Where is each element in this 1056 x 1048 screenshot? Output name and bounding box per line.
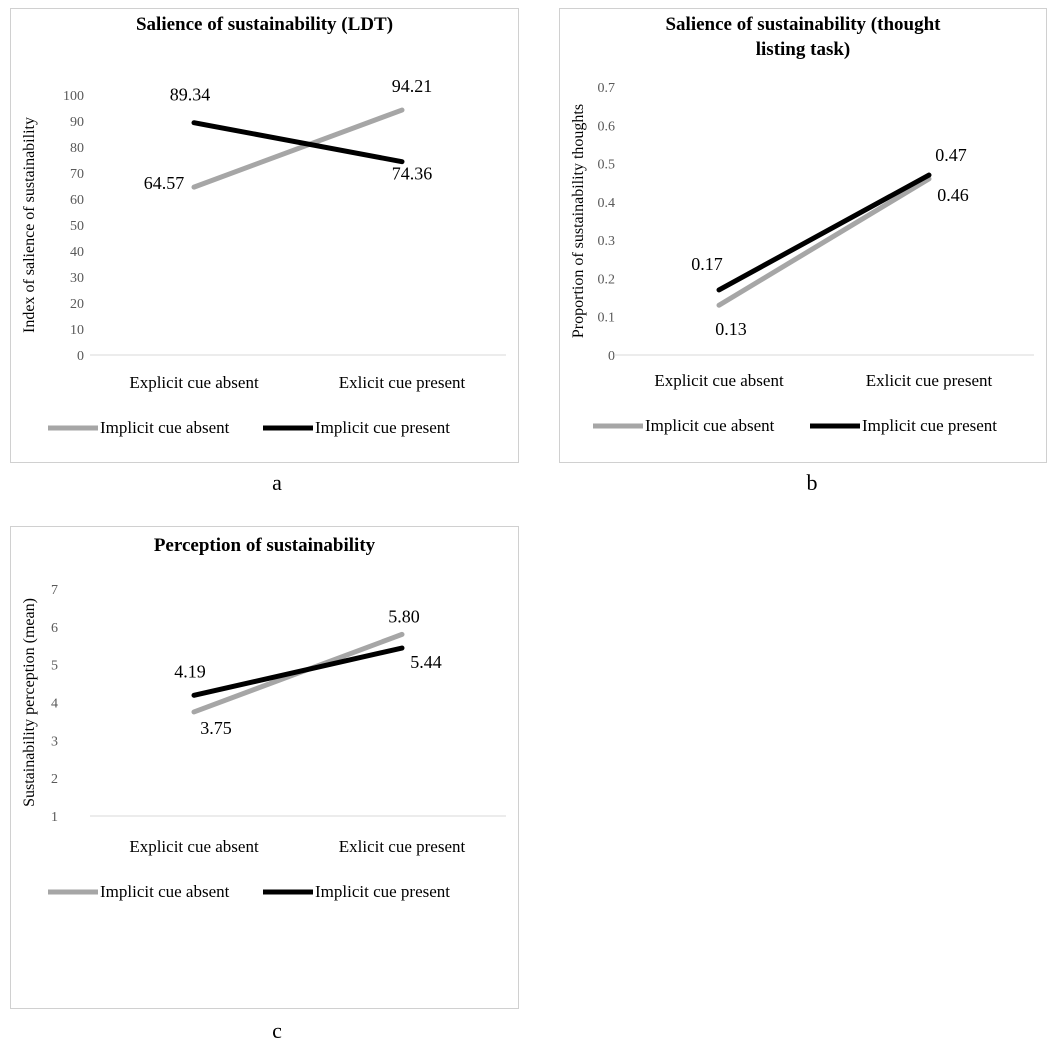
data-label: 5.80 bbox=[388, 606, 420, 626]
legend-label-2: Implicit cue present bbox=[315, 882, 450, 901]
chart-title: Perception of sustainability bbox=[154, 535, 376, 556]
panel-letter-c: c bbox=[272, 1018, 282, 1043]
y-tick-label: 5 bbox=[51, 659, 58, 674]
y-tick-label: 30 bbox=[70, 271, 84, 286]
legend-label-2: Implicit cue present bbox=[315, 418, 450, 437]
data-label: 3.75 bbox=[200, 718, 232, 738]
data-label: 4.19 bbox=[174, 661, 206, 681]
y-tick-label: 0.4 bbox=[598, 196, 616, 211]
y-tick-label: 20 bbox=[70, 297, 84, 312]
data-label: 74.36 bbox=[392, 164, 433, 184]
y-tick-label: 2 bbox=[51, 772, 58, 787]
x-tick-label: Explicit cue absent bbox=[654, 371, 784, 390]
y-tick-label: 50 bbox=[70, 219, 84, 234]
legend-label-2: Implicit cue present bbox=[862, 416, 997, 435]
chart-title: Salience of sustainability (LDT) bbox=[136, 14, 393, 35]
y-tick-label: 0.1 bbox=[598, 311, 616, 326]
y-tick-label: 0.7 bbox=[598, 81, 616, 96]
panel-letter-b: b bbox=[806, 470, 818, 495]
legend-label-1: Implicit cue absent bbox=[645, 416, 775, 435]
y-tick-label: 0.6 bbox=[598, 119, 616, 134]
y-tick-label: 0.5 bbox=[598, 158, 616, 173]
y-axis-label: Index of salience of sustainability bbox=[21, 117, 38, 333]
y-tick-label: 60 bbox=[70, 193, 84, 208]
x-tick-label: Explicit cue absent bbox=[129, 373, 259, 392]
y-tick-label: 40 bbox=[70, 245, 84, 260]
chart-panel-c bbox=[10, 526, 519, 1009]
chart-panel-b bbox=[559, 8, 1047, 463]
chart-title-line-2: listing task) bbox=[756, 39, 851, 60]
y-tick-label: 4 bbox=[51, 697, 58, 712]
y-tick-label: 70 bbox=[70, 167, 84, 182]
x-tick-label: Exlicit cue present bbox=[339, 373, 466, 392]
y-tick-label: 80 bbox=[70, 141, 84, 156]
y-tick-label: 6 bbox=[51, 621, 58, 636]
data-label: 0.13 bbox=[715, 319, 747, 339]
data-label: 0.17 bbox=[691, 254, 723, 274]
legend-label-1: Implicit cue absent bbox=[100, 418, 230, 437]
data-label: 0.47 bbox=[935, 145, 967, 165]
y-tick-label: 0 bbox=[77, 349, 84, 364]
y-tick-label: 3 bbox=[51, 734, 58, 749]
x-tick-label: Exlicit cue present bbox=[866, 371, 993, 390]
legend-label-1: Implicit cue absent bbox=[100, 882, 230, 901]
panel-letter-a: a bbox=[272, 470, 282, 495]
data-label: 94.21 bbox=[392, 76, 433, 96]
data-label: 5.44 bbox=[410, 652, 442, 672]
series-line-2 bbox=[191, 120, 405, 165]
series-line-2 bbox=[191, 645, 405, 698]
y-axis-label: Proportion of sustainability thoughts bbox=[570, 104, 587, 338]
chart-panel-a bbox=[10, 8, 519, 463]
series-line-1 bbox=[191, 107, 405, 190]
data-label: 64.57 bbox=[144, 173, 185, 193]
series-line-2 bbox=[716, 172, 932, 293]
x-tick-label: Explicit cue absent bbox=[129, 837, 259, 856]
data-label: 0.46 bbox=[937, 185, 969, 205]
y-tick-label: 10 bbox=[70, 323, 84, 338]
y-tick-label: 100 bbox=[63, 89, 84, 104]
y-tick-label: 1 bbox=[51, 810, 58, 825]
y-tick-label: 0 bbox=[608, 349, 615, 364]
y-tick-label: 90 bbox=[70, 115, 84, 130]
series-line-1 bbox=[716, 176, 932, 308]
chart-a: Salience of sustainability (LDT) Index of… bbox=[21, 14, 506, 437]
chart-b: Salience of sustainability (thought listi… bbox=[570, 14, 1034, 435]
y-tick-label: 7 bbox=[51, 583, 58, 598]
y-tick-label: 0.3 bbox=[598, 234, 616, 249]
chart-title-line-1: Salience of sustainability (thought bbox=[665, 14, 941, 35]
chart-c: Perception of sustainability Sustainabili… bbox=[21, 535, 506, 901]
y-axis-label: Sustainability perception (mean) bbox=[21, 598, 38, 807]
y-tick-label: 0.2 bbox=[598, 272, 616, 287]
x-tick-label: Exlicit cue present bbox=[339, 837, 466, 856]
data-label: 89.34 bbox=[170, 85, 211, 105]
